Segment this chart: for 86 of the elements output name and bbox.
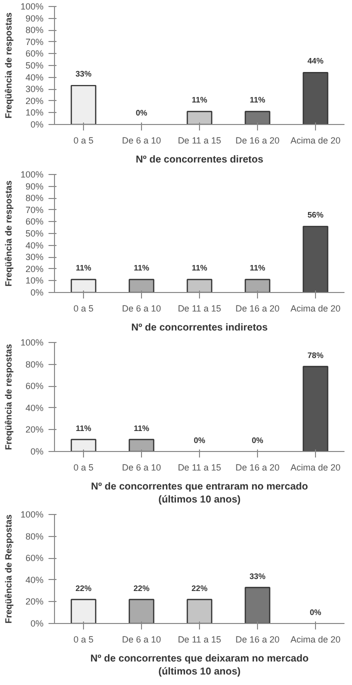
x-axis-title: Nº de concorrentes que entraram no mercado (últimos 10 anos)	[90, 482, 308, 506]
data-label: 11%	[250, 95, 266, 104]
y-tick-label: 40%	[25, 72, 44, 82]
x-tick-label: De 11 a 15	[178, 136, 222, 146]
y-axis-title: Freqüência de respostas	[3, 344, 14, 450]
data-label: 44%	[307, 56, 324, 66]
y-tick-label: 60%	[25, 553, 44, 564]
x-tick-label: 0 a 5	[73, 634, 94, 644]
y-tick-label: 10%	[25, 276, 44, 286]
x-axis-title: Nº de concorrentes indiretos	[131, 322, 268, 334]
y-tick-label: 60%	[25, 381, 44, 392]
data-label: 11%	[134, 424, 150, 433]
x-axis-title: Nº de concorrentes diretos	[136, 154, 264, 166]
data-label: 0%	[136, 108, 148, 118]
x-tick-label: De 16 a 20	[235, 136, 280, 146]
x-tick-label: 0 a 5	[73, 136, 94, 146]
y-axis-title: Freqüência de Respostas	[3, 514, 14, 624]
x-tick-label: De 6 a 10	[122, 304, 162, 314]
data-label: 11%	[134, 263, 150, 272]
y-tick-label: 60%	[25, 216, 44, 227]
data-label: 0%	[194, 436, 206, 445]
x-tick-label: De 6 a 10	[122, 634, 162, 644]
y-tick-label: 100%	[20, 510, 44, 520]
x-tick-label: Acima de 20	[290, 462, 341, 472]
y-tick-label: 0%	[30, 618, 44, 628]
data-label: 0%	[252, 436, 264, 445]
y-tick-label: 100%	[20, 170, 44, 180]
data-label: 11%	[250, 263, 266, 272]
bar	[186, 110, 212, 124]
bar	[302, 72, 328, 124]
data-label: 0%	[310, 608, 322, 617]
y-tick-label: 90%	[25, 181, 44, 192]
y-tick-label: 20%	[25, 424, 44, 435]
x-tick-label: De 16 a 20	[235, 634, 280, 644]
y-axis-title: Freqüência de respostas	[3, 180, 14, 287]
x-tick-label: Acima de 20	[290, 136, 341, 146]
x-tick-label: 0 a 5	[73, 462, 94, 472]
y-tick-label: 20%	[25, 596, 44, 607]
y-tick-label: 80%	[25, 531, 44, 542]
y-tick-label: 0%	[30, 446, 44, 456]
x-tick-label: Acima de 20	[290, 304, 341, 314]
y-tick-label: 10%	[25, 108, 44, 118]
data-label: 33%	[75, 69, 92, 78]
y-tick-label: 80%	[25, 359, 44, 370]
bar	[70, 84, 96, 124]
x-tick-label: De 11 a 15	[178, 462, 222, 472]
y-tick-label: 100%	[20, 338, 44, 348]
y-tick-label: 0%	[30, 120, 44, 130]
x-tick-label: De 11 a 15	[178, 634, 222, 644]
y-tick-label: 40%	[25, 574, 44, 585]
data-label: 78%	[307, 350, 324, 360]
x-tick-label: De 6 a 10	[122, 462, 162, 472]
data-label: 22%	[133, 584, 150, 593]
y-tick-label: 20%	[25, 264, 44, 274]
y-tick-label: 70%	[25, 36, 44, 47]
y-tick-label: 30%	[25, 84, 44, 94]
y-tick-label: 80%	[25, 25, 44, 36]
x-tick-label: De 6 a 10	[122, 136, 162, 146]
x-tick-label: 0 a 5	[73, 304, 94, 314]
data-label: 22%	[191, 584, 208, 593]
y-tick-label: 20%	[25, 96, 44, 106]
data-label: 11%	[76, 424, 92, 433]
y-tick-label: 70%	[25, 204, 44, 215]
x-tick-label: De 16 a 20	[235, 462, 280, 472]
y-tick-label: 30%	[25, 252, 44, 262]
x-axis-title: Nº de concorrentes que deixaram no mercado (últimos 10 anos)	[90, 654, 309, 678]
y-tick-label: 40%	[25, 402, 44, 413]
y-tick-label: 50%	[25, 228, 44, 238]
y-tick-label: 0%	[30, 288, 44, 298]
y-tick-label: 60%	[25, 48, 44, 59]
x-tick-label: De 11 a 15	[178, 304, 222, 314]
y-tick-label: 90%	[25, 13, 44, 24]
data-label: 11%	[192, 263, 208, 272]
y-tick-label: 40%	[25, 240, 44, 250]
data-label: 22%	[75, 584, 92, 593]
y-tick-label: 50%	[25, 60, 44, 70]
bar	[244, 110, 270, 124]
y-axis-title: Freqüência de respostas	[3, 12, 14, 119]
data-label: 33%	[249, 572, 266, 581]
x-tick-label: De 16 a 20	[235, 304, 280, 314]
y-tick-label: 100%	[20, 2, 44, 12]
y-tick-label: 80%	[25, 193, 44, 204]
data-label: 11%	[76, 263, 92, 272]
x-tick-label: Acima de 20	[290, 634, 341, 644]
data-label: 56%	[307, 210, 324, 220]
data-label: 11%	[192, 95, 208, 104]
